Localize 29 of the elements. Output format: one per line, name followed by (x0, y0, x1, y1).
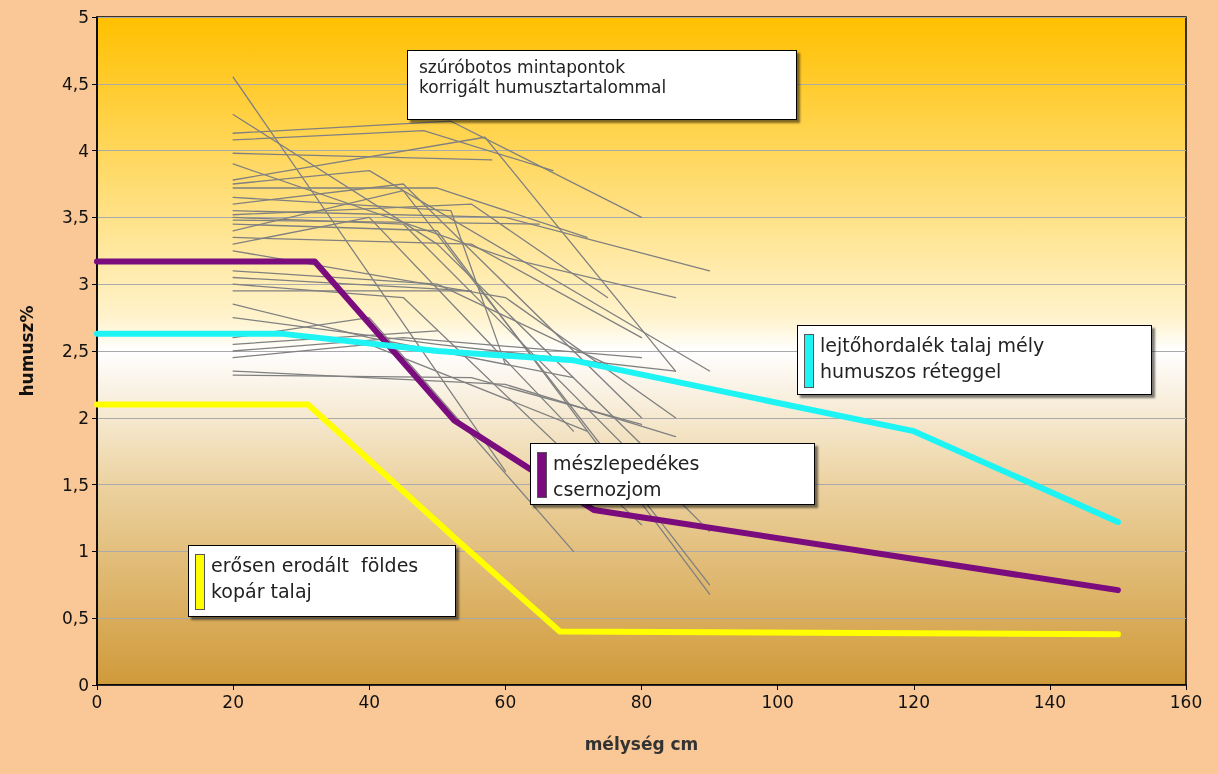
y-tick-label: 1,5 (61, 474, 89, 495)
y-tick-label: 0 (78, 675, 89, 695)
y-tick-label: 2,5 (61, 341, 89, 361)
x-tick-label: 40 (358, 691, 381, 712)
y-axis-title: humusz% (16, 305, 37, 397)
x-tick-label: 20 (222, 691, 244, 712)
label-box: erősen erodált földes kopár talaj (188, 545, 456, 617)
x-tick-label: 0 (91, 691, 103, 712)
label-box: szúróbotos mintapontok korrigált humusztartalommal (407, 50, 797, 120)
x-tick-label: 120 (897, 691, 930, 712)
x-tick-label: 100 (761, 691, 794, 712)
y-tick-label: 2 (78, 407, 89, 428)
y-tick-label: 0,5 (61, 608, 89, 629)
label-box: mészlepedékes csernozjom (530, 443, 815, 505)
y-tick-label: 3,5 (61, 207, 89, 228)
series-label: erősen erodált földes kopár talaj (211, 553, 419, 604)
x-tick-label: 60 (494, 691, 517, 712)
y-tick-label: 4,5 (61, 73, 89, 94)
y-tick-label: 5 (78, 7, 89, 27)
x-tick-label: 140 (1033, 691, 1067, 712)
y-tick-label: 3 (78, 274, 89, 295)
series-label: mészlepedékes csernozjom (553, 451, 700, 502)
x-axis-title: mélység cm (584, 733, 699, 754)
x-tick-label: 160 (1169, 691, 1203, 712)
x-tick-label: 80 (630, 691, 653, 712)
y-tick-label: 4 (78, 140, 89, 161)
label-box: lejtőhordalék talaj mély humuszos réteggel (797, 325, 1152, 395)
series-label: lejtőhordalék talaj mély humuszos réteggel (820, 333, 1045, 384)
y-tick-label: 1 (78, 541, 89, 562)
